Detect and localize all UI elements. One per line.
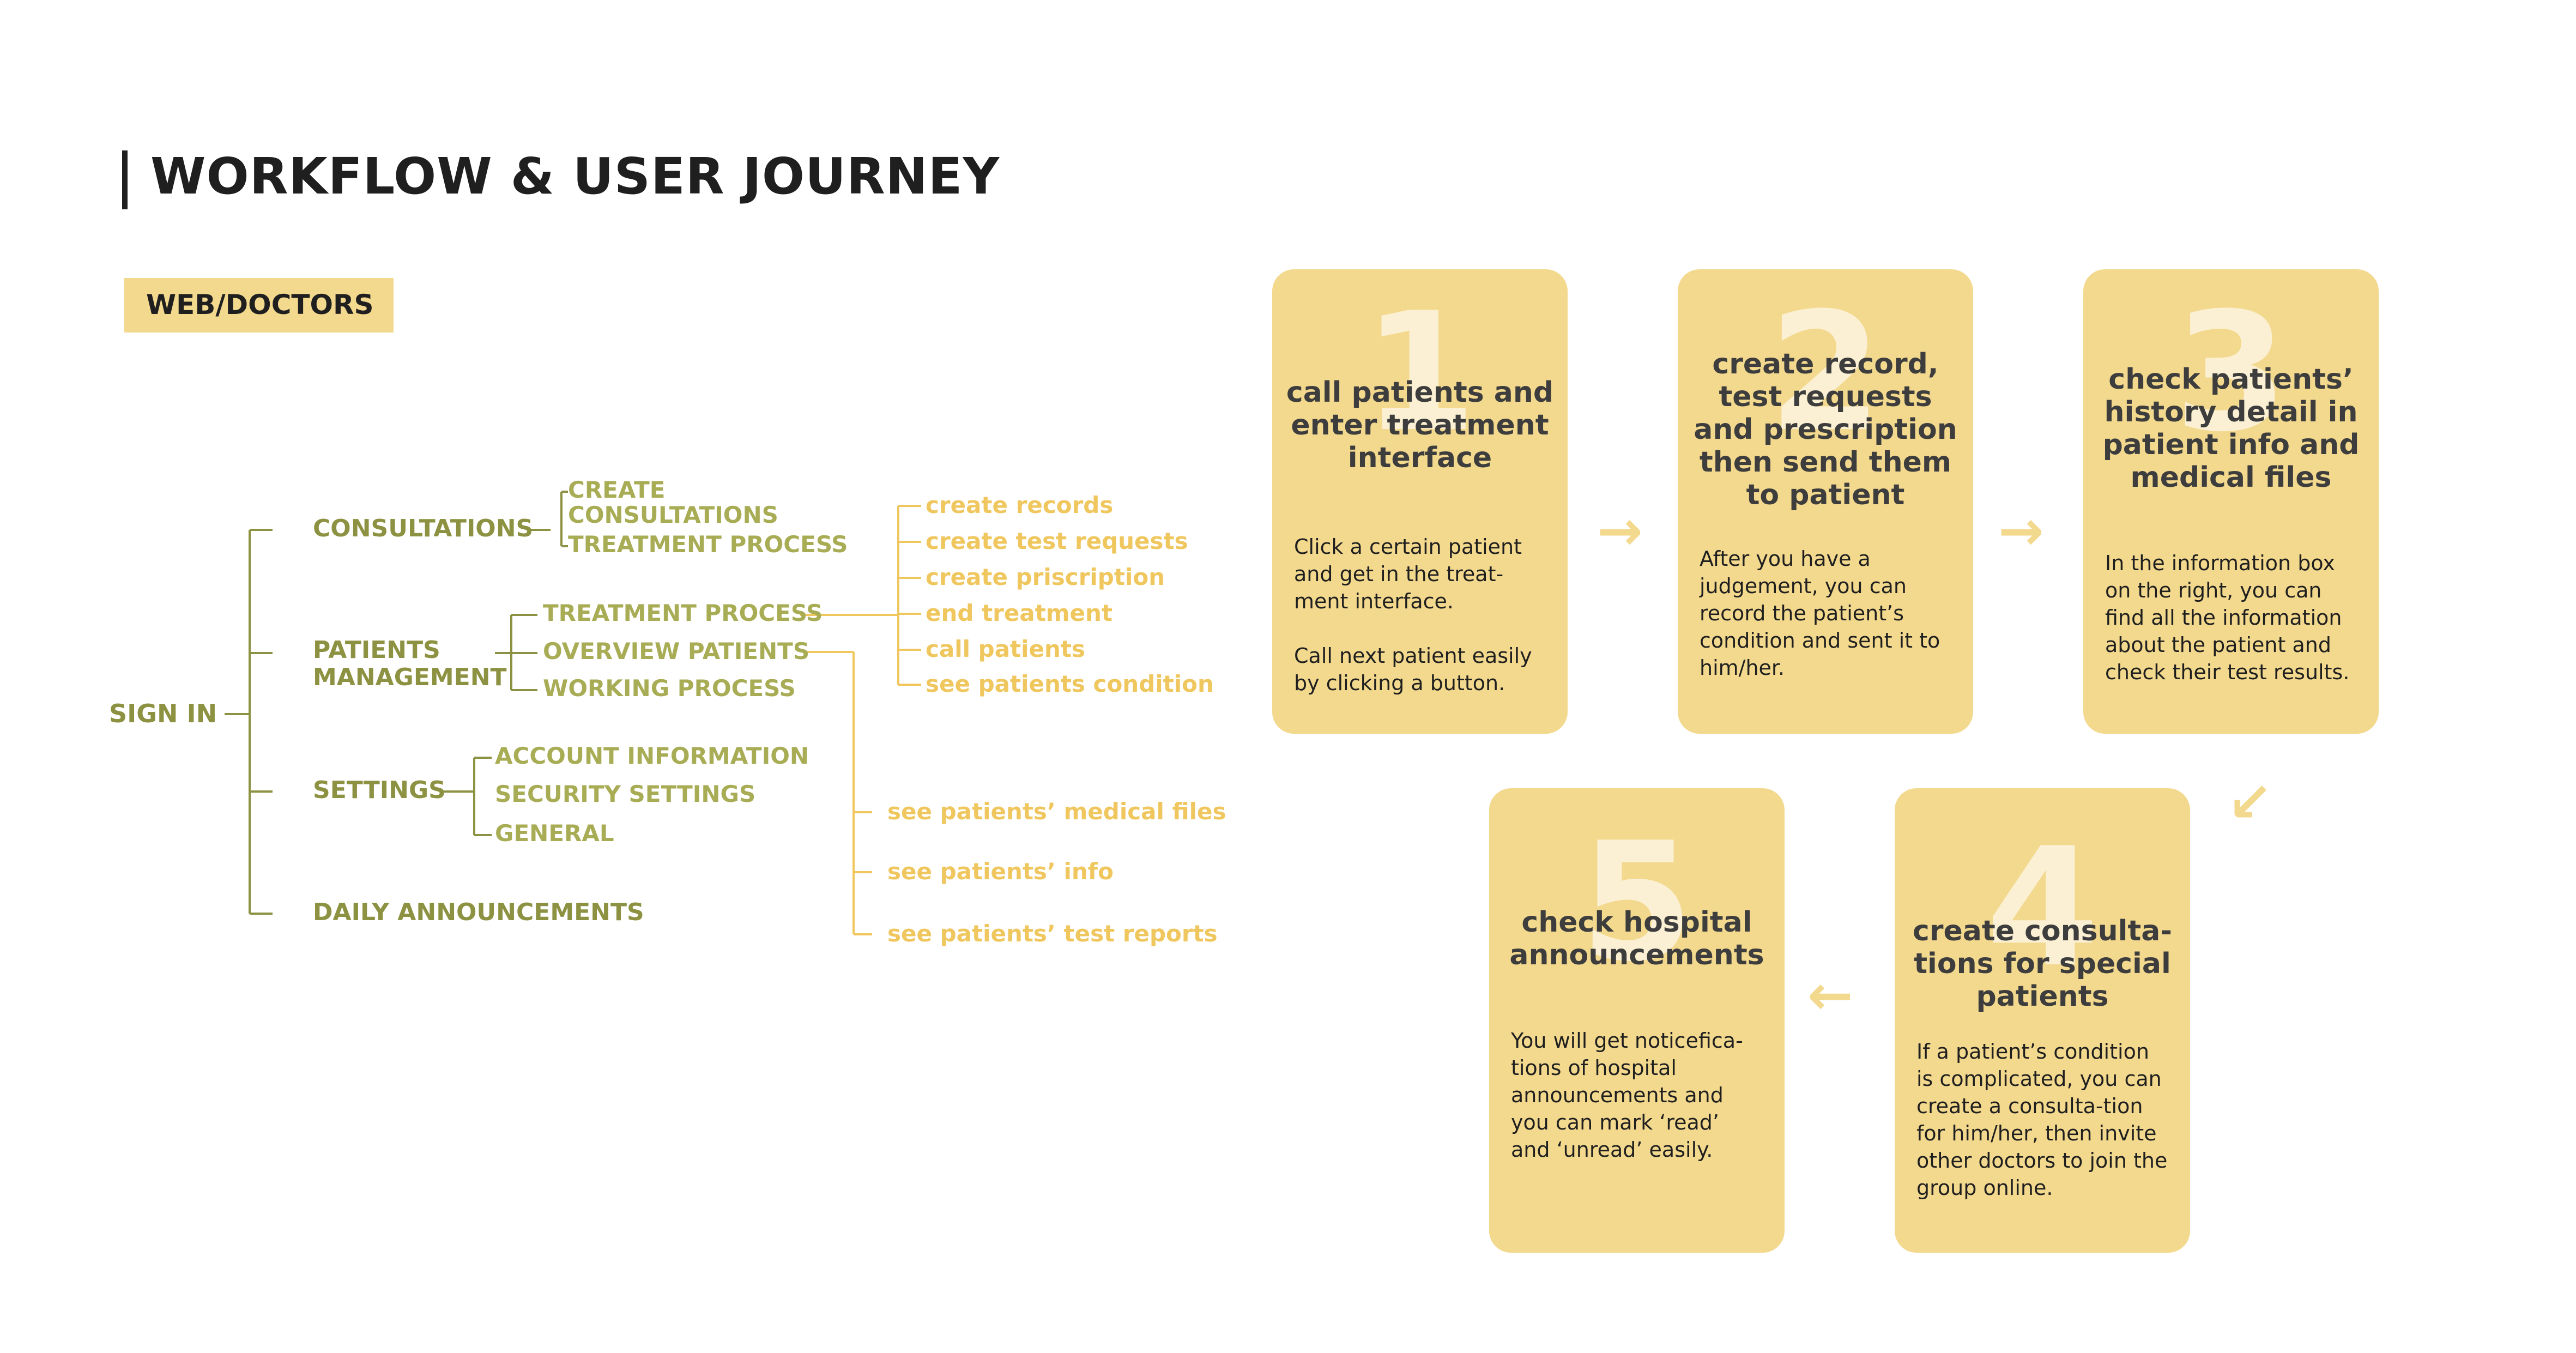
node-daily-announcements: DAILY ANNOUNCEMENTS [313,898,644,926]
step-heading-2: create record, test requests and prescri… [1694,348,1957,511]
node-general: GENERAL [495,820,614,847]
leaf-create-prescription: create priscription [926,564,1165,590]
section-tag-label: WEB/DOCTORS [146,289,374,321]
leaf-medical-files: see patients’ medical files [887,798,1226,825]
step-number-4: 4 [1985,813,2100,1003]
step-card-3: 3 check patients’ history detail in pati… [2083,269,2379,734]
step-card-5: 5 check hospital announcements You will … [1489,788,1785,1253]
step-body-2: After you have a judgement, you can reco… [1700,547,1940,680]
node-account-information: ACCOUNT INFORMATION [495,742,809,769]
step-number-1: 1 [1363,277,1477,468]
node-working-process: WORKING PROCESS [543,675,796,702]
step-number-2: 2 [1768,277,1883,468]
step-card-1: 1 call patients and enter treatment inte… [1272,269,1568,734]
arrow-right-icon: → [1597,499,1643,563]
leaf-see-patients-condition: see patients condition [926,671,1214,697]
step-card-4: 4 create consulta-tions for special pati… [1895,788,2190,1253]
title-accent-bar [122,150,128,209]
step-card-2: 2 create record, test requests and presc… [1678,269,1973,734]
leaf-create-records: create records [926,492,1114,518]
step-body-4: If a patient’s condition is complicated,… [1916,1040,2168,1200]
step-heading-3: check patients’ history detail in patien… [2102,363,2360,494]
leaf-end-treatment: end treatment [926,600,1112,626]
node-consultations: CONSULTATIONS [313,515,534,542]
node-security-settings: SECURITY SETTINGS [495,781,756,807]
step-body-1: Click a certain patient and get in the t… [1294,535,1532,695]
page-title: WORKFLOW & USER JOURNEY [150,147,1000,206]
leaf-create-test-requests: create test requests [926,528,1188,554]
node-settings: SETTINGS [313,776,446,804]
node-treatment-process: TREATMENT PROCESS [543,600,823,626]
arrow-down-left-icon: ↙ [2227,770,2273,834]
step-heading-4: create consulta-tions for special patien… [1913,915,2172,1013]
leaf-call-patients: call patients [926,636,1085,662]
node-overview-patients: OVERVIEW PATIENTS [543,638,810,665]
step-number-3: 3 [2174,277,2288,468]
leaf-patients-info: see patients’ info [887,858,1114,885]
arrow-left-icon: ← [1807,963,1853,1027]
node-consultations-sub: CONSULTATIONS [568,502,778,528]
step-heading-5: check hospital announcements [1509,906,1764,971]
node-patients-management: PATIENTS MANAGEMENT [313,636,507,691]
node-create: CREATE [568,476,666,503]
arrow-right-icon: → [1998,499,2044,563]
step-body-3: In the information box on the right, you… [2105,551,2350,684]
step-body-5: You will get noticefica-tions of hospita… [1511,1029,1743,1162]
step-heading-1: call patients and enter treatment interf… [1286,376,1554,474]
node-treatment-process-sub: TREATMENT PROCESS [568,531,848,558]
section-tag: WEB/DOCTORS [124,278,394,333]
step-number-5: 5 [1580,807,1694,998]
tree-root-sign-in: SIGN IN [109,699,217,728]
leaf-test-reports: see patients’ test reports [887,920,1218,947]
